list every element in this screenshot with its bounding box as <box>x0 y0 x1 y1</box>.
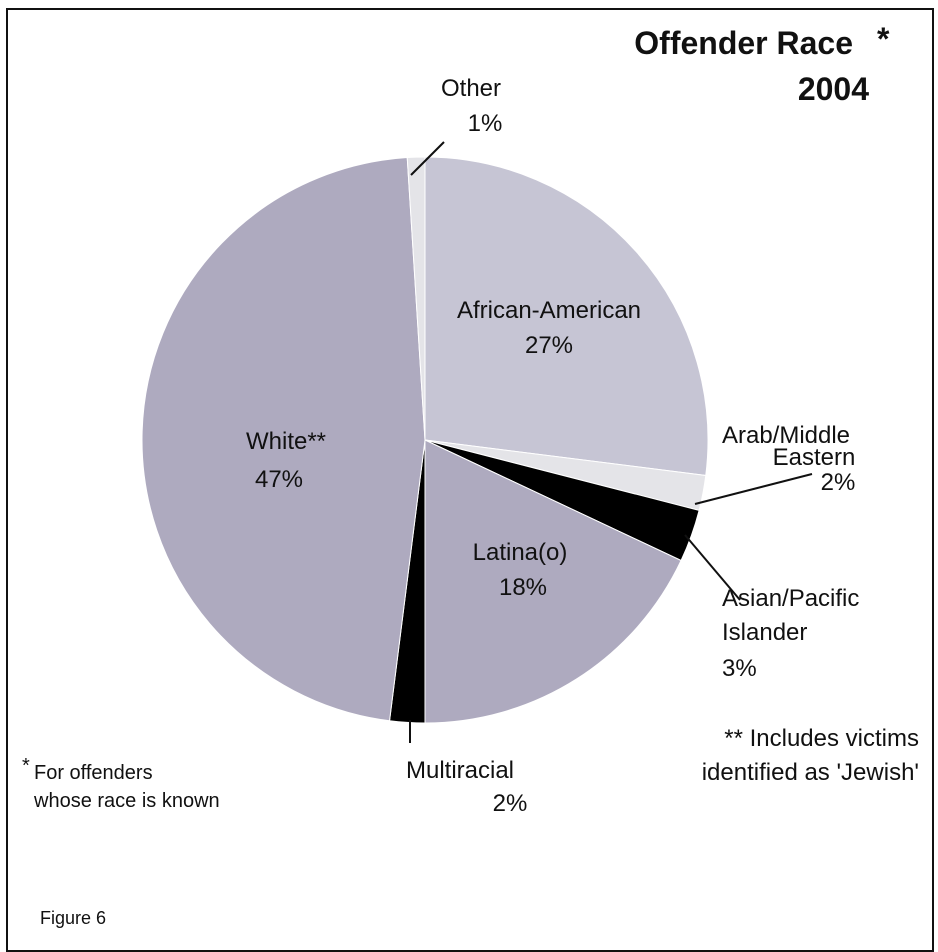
footnote-line-1: For offenders <box>34 762 153 784</box>
pie-slice-african-american <box>424 156 709 477</box>
double-star-note-1: ** Includes victims <box>724 725 919 752</box>
double-star-note-2: identified as 'Jewish' <box>702 759 919 786</box>
figure-label: Figure 6 <box>40 908 106 928</box>
label-arab-name-1: Arab/Middle <box>722 422 850 449</box>
chart-subtitle: 2004 <box>798 71 869 107</box>
leader-line-other <box>410 141 445 176</box>
label-arab-name-2: Eastern <box>773 444 856 471</box>
label-other-pct: 1% <box>468 110 503 137</box>
label-latina-pct: 18% <box>499 574 547 601</box>
label-latina-name: Latina(o) <box>473 539 568 566</box>
pie-slice-white <box>141 157 426 722</box>
label-asian-pct: 3% <box>722 655 757 682</box>
pie-slice-latina-o <box>424 439 682 724</box>
label-multiracial-pct: 2% <box>493 790 528 817</box>
leader-lines <box>409 141 813 743</box>
leader-line-arab <box>694 473 813 505</box>
chart-title: Offender Race <box>634 25 853 61</box>
pie-slices <box>141 156 709 724</box>
label-other-name: Other <box>441 75 501 102</box>
label-african-american-pct: 27% <box>525 332 573 359</box>
pie-slice-other <box>406 156 426 441</box>
label-asian-name-1: Asian/Pacific <box>722 585 859 612</box>
footnote-star: * <box>22 755 30 777</box>
label-arab-pct: 2% <box>821 469 856 496</box>
title-asterisk: * <box>877 21 890 57</box>
label-multiracial-name: Multiracial <box>406 757 514 784</box>
leader-line-asian <box>684 534 741 601</box>
footnote-line-2: whose race is known <box>33 790 220 812</box>
label-asian-name-2: Islander <box>722 619 807 646</box>
label-white-name: White** <box>246 428 326 455</box>
label-african-american-name: African-American <box>457 297 641 324</box>
label-white-pct: 47% <box>255 466 303 493</box>
